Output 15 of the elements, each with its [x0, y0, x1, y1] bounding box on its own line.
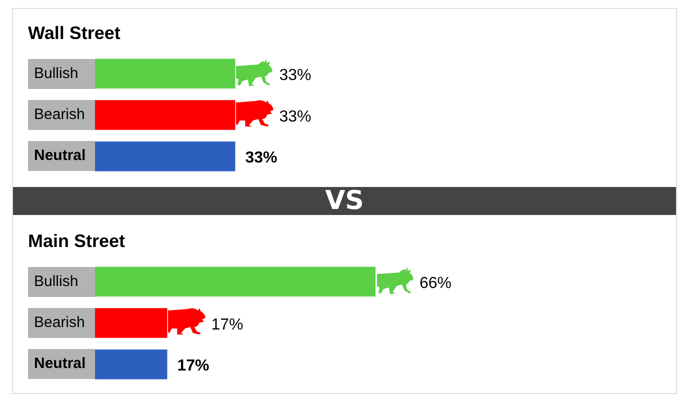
data-label: 17%: [211, 316, 244, 334]
chart-title: Main Street: [28, 231, 126, 252]
chart-title: Wall Street: [28, 23, 120, 44]
y-tick-label: Bullish: [28, 58, 95, 89]
y-tick-label: Bullish: [28, 266, 95, 297]
data-label: 33%: [279, 67, 312, 84]
data-label: 33%: [279, 108, 312, 126]
y-tick-label: Neutral: [28, 141, 95, 172]
data-label: 17%: [177, 358, 210, 375]
text: VS: [13, 186, 676, 216]
y-tick-label: Bearish: [28, 100, 95, 130]
data-label: 33%: [245, 150, 278, 167]
data-label: 66%: [420, 275, 452, 292]
y-tick-label: Neutral: [28, 349, 95, 380]
y-tick-label: Bearish: [28, 308, 95, 338]
